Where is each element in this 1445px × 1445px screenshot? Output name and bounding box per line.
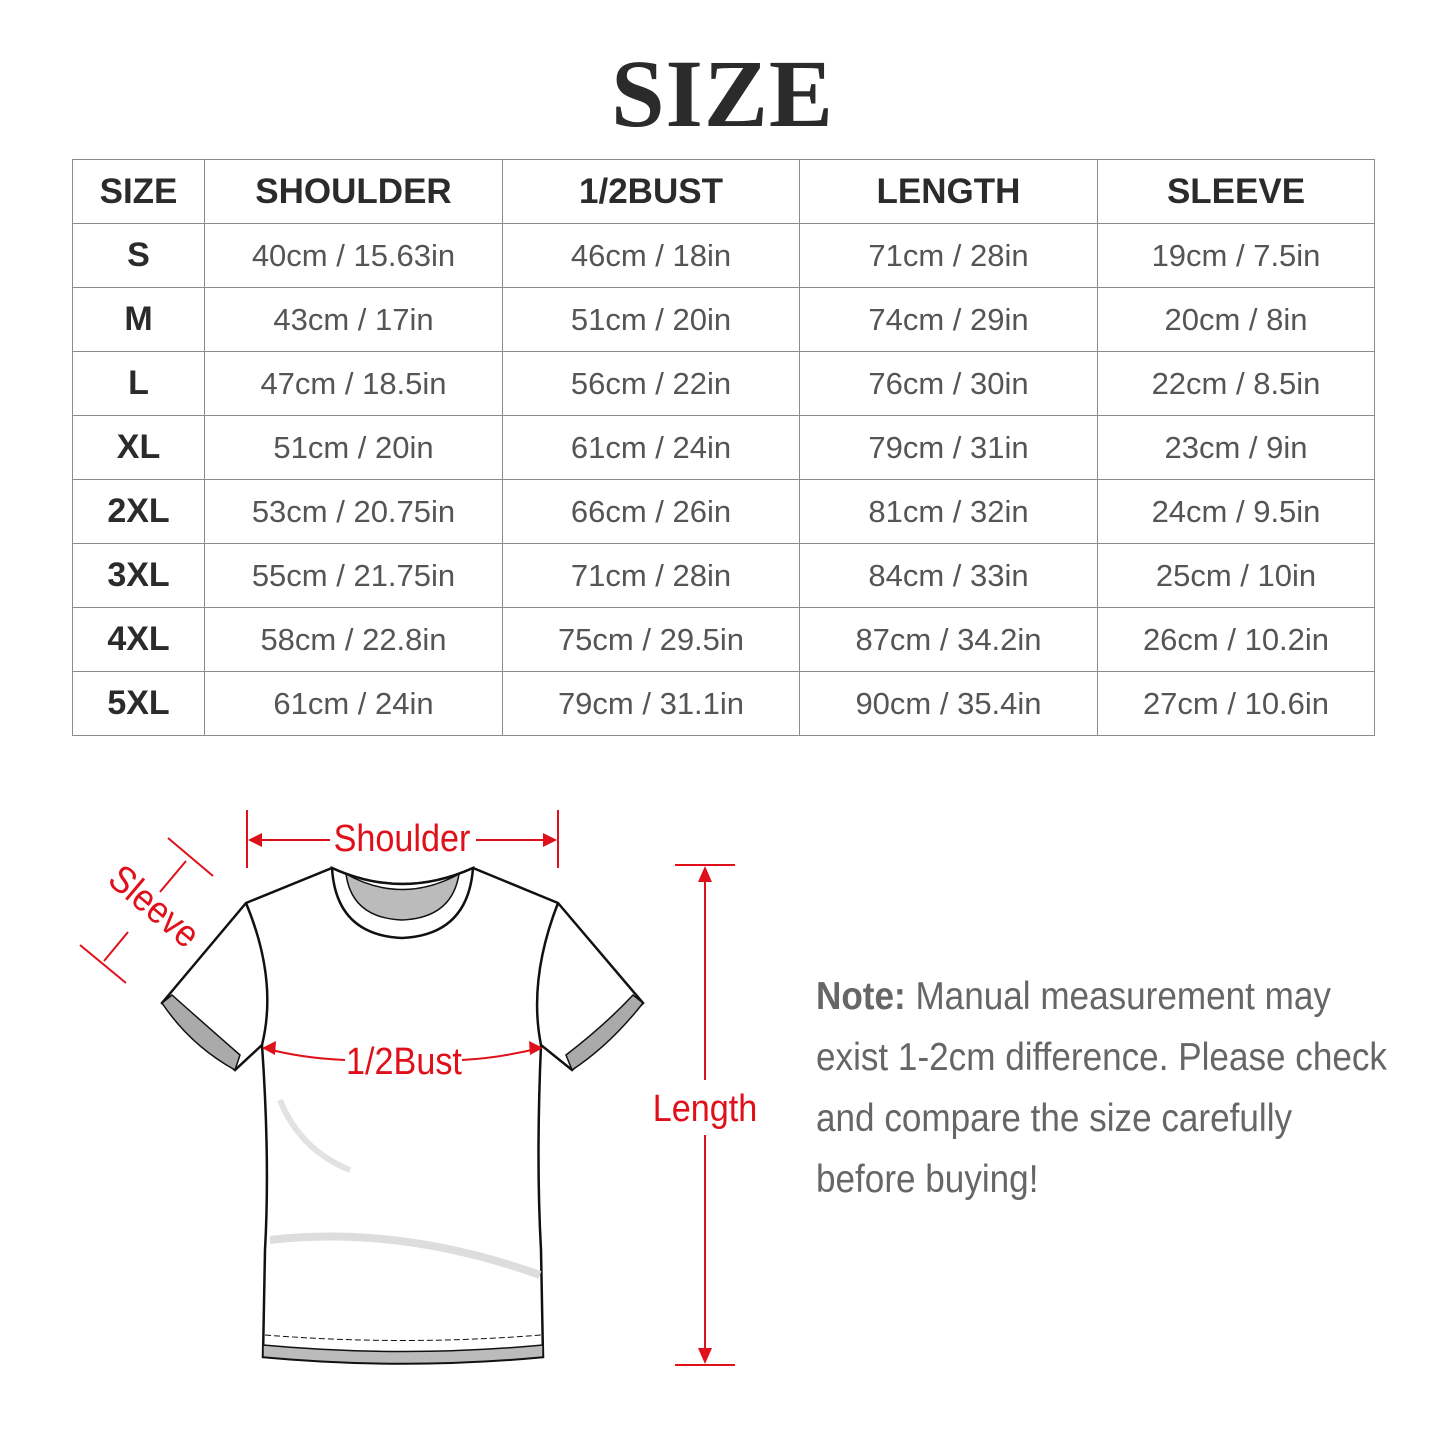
tshirt-illustration <box>160 865 645 1365</box>
measure-lines <box>79 810 735 1366</box>
page-title: SIZE <box>611 40 834 147</box>
measurement-cell: 74cm / 29in <box>799 287 1098 352</box>
table-row: M 43cm / 17in 51cm / 20in 74cm / 29in 20cm /… <box>72 287 1375 352</box>
measurement-cell: 43cm / 17in <box>204 287 503 352</box>
note-label: Note: <box>816 975 906 1018</box>
bust-label: 1/2Bust <box>346 1039 462 1082</box>
table-header-row: SIZE SHOULDER 1/2BUST LENGTH SLEEVE <box>72 159 1375 224</box>
measurement-cell: 75cm / 29.5in <box>502 607 800 672</box>
measurement-cell: 40cm / 15.63in <box>204 223 503 288</box>
table-row: 3XL 55cm / 21.75in 71cm / 28in 84cm / 33in 2… <box>72 543 1375 608</box>
size-cell: 3XL <box>72 543 205 608</box>
size-cell: 4XL <box>72 607 205 672</box>
measurement-cell: 24cm / 9.5in <box>1097 479 1375 544</box>
size-cell: 5XL <box>72 671 205 736</box>
measurement-cell: 61cm / 24in <box>502 415 800 480</box>
measurement-cell: 56cm / 22in <box>502 351 800 416</box>
measurement-cell: 71cm / 28in <box>502 543 800 608</box>
measurement-cell: 58cm / 22.8in <box>204 607 503 672</box>
size-cell: 2XL <box>72 479 205 544</box>
column-header: LENGTH <box>799 159 1098 224</box>
shoulder-label: Shoulder <box>334 816 471 859</box>
measurement-cell: 79cm / 31in <box>799 415 1098 480</box>
measurement-cell: 90cm / 35.4in <box>799 671 1098 736</box>
length-label: Length <box>653 1086 758 1129</box>
measurement-cell: 23cm / 9in <box>1097 415 1375 480</box>
measurement-cell: 20cm / 8in <box>1097 287 1375 352</box>
column-header: SLEEVE <box>1097 159 1375 224</box>
measurement-cell: 47cm / 18.5in <box>204 351 503 416</box>
measurement-cell: 26cm / 10.2in <box>1097 607 1375 672</box>
measurement-cell: 81cm / 32in <box>799 479 1098 544</box>
table-row: 5XL 61cm / 24in 79cm / 31.1in 90cm / 35.4in… <box>72 671 1375 736</box>
measurement-cell: 27cm / 10.6in <box>1097 671 1375 736</box>
column-header: 1/2BUST <box>502 159 800 224</box>
size-cell: M <box>72 287 205 352</box>
measurement-cell: 25cm / 10in <box>1097 543 1375 608</box>
measurement-cell: 51cm / 20in <box>502 287 800 352</box>
measurement-cell: 61cm / 24in <box>204 671 503 736</box>
measurement-cell: 79cm / 31.1in <box>502 671 800 736</box>
table-row: XL 51cm / 20in 61cm / 24in 79cm / 31in 23cm … <box>72 415 1375 480</box>
table-row: S 40cm / 15.63in 46cm / 18in 71cm / 28in 19c… <box>72 223 1375 288</box>
measurement-cell: 46cm / 18in <box>502 223 800 288</box>
measurement-cell: 19cm / 7.5in <box>1097 223 1375 288</box>
measurement-cell: 84cm / 33in <box>799 543 1098 608</box>
note-body: Manual measurement may exist 1-2cm diffe… <box>816 975 1387 1201</box>
size-cell: L <box>72 351 205 416</box>
note-text: Note: Manual measurement may exist 1-2cm… <box>816 966 1392 1210</box>
size-cell: S <box>72 223 205 288</box>
measurement-cell: 66cm / 26in <box>502 479 800 544</box>
measurement-cell: 76cm / 30in <box>799 351 1098 416</box>
sleeve-label: Sleeve <box>101 856 209 956</box>
column-header: SIZE <box>72 159 205 224</box>
table-row: L 47cm / 18.5in 56cm / 22in 76cm / 30in 22cm… <box>72 351 1375 416</box>
measurement-cell: 22cm / 8.5in <box>1097 351 1375 416</box>
size-table: SIZE SHOULDER 1/2BUST LENGTH SLEEVE S 40cm / … <box>72 159 1375 736</box>
measurement-cell: 51cm / 20in <box>204 415 503 480</box>
measurement-cell: 55cm / 21.75in <box>204 543 503 608</box>
measurement-cell: 53cm / 20.75in <box>204 479 503 544</box>
table-row: 2XL 53cm / 20.75in 66cm / 26in 81cm / 32in 2… <box>72 479 1375 544</box>
